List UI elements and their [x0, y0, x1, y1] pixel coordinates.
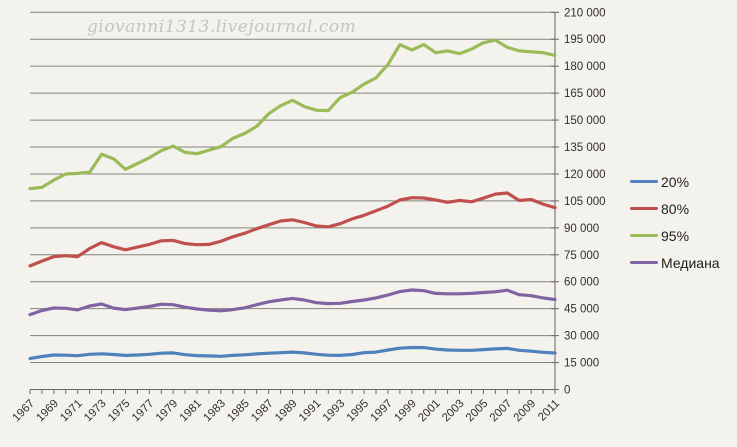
svg-text:2011: 2011 — [536, 398, 562, 424]
svg-text:1983: 1983 — [201, 398, 228, 425]
legend-swatch-median — [630, 261, 658, 264]
data-series-lines — [28, 38, 557, 360]
legend-swatch-95 — [630, 234, 658, 237]
legend-item-median: Медиана — [630, 249, 720, 276]
svg-text:1981: 1981 — [178, 398, 205, 425]
svg-text:210 000: 210 000 — [564, 7, 606, 19]
svg-text:105 000: 105 000 — [564, 196, 606, 208]
legend-label-20: 20% — [661, 173, 690, 190]
svg-text:1999: 1999 — [392, 398, 419, 425]
svg-text:45 000: 45 000 — [564, 304, 599, 316]
svg-text:1973: 1973 — [82, 398, 109, 425]
svg-text:75 000: 75 000 — [564, 250, 599, 262]
svg-text:1979: 1979 — [154, 398, 181, 425]
svg-text:15 000: 15 000 — [564, 358, 599, 370]
svg-text:2007: 2007 — [488, 398, 515, 425]
svg-text:120 000: 120 000 — [564, 169, 606, 181]
legend-item-20: 20% — [630, 168, 720, 195]
svg-text:180 000: 180 000 — [564, 61, 606, 73]
legend-swatch-80 — [630, 207, 658, 210]
svg-text:1977: 1977 — [130, 398, 157, 425]
legend: 20% 80% 95% Медиана — [630, 168, 720, 276]
svg-text:1987: 1987 — [249, 398, 276, 425]
svg-text:1989: 1989 — [273, 398, 300, 425]
svg-text:1995: 1995 — [345, 398, 372, 425]
svg-text:2003: 2003 — [440, 398, 467, 425]
svg-text:0: 0 — [564, 385, 570, 397]
legend-item-80: 80% — [630, 195, 720, 222]
svg-text:2009: 2009 — [512, 398, 539, 425]
svg-text:1991: 1991 — [297, 398, 324, 425]
svg-text:135 000: 135 000 — [564, 142, 606, 154]
svg-text:165 000: 165 000 — [564, 88, 606, 100]
y-axis-tick-labels: 0 15 000 30 000 45 000 60 000 75 000 90 000 105… — [564, 7, 606, 396]
svg-text:2005: 2005 — [464, 398, 491, 425]
svg-text:90 000: 90 000 — [564, 223, 599, 235]
legend-label-95: 95% — [661, 227, 690, 244]
legend-swatch-20 — [630, 180, 658, 183]
svg-text:1993: 1993 — [321, 398, 348, 425]
legend-item-95: 95% — [630, 222, 720, 249]
svg-text:30 000: 30 000 — [564, 331, 599, 343]
axes — [29, 11, 559, 394]
svg-text:150 000: 150 000 — [564, 115, 606, 127]
svg-text:195 000: 195 000 — [564, 34, 606, 46]
svg-text:1969: 1969 — [34, 398, 61, 425]
svg-text:2001: 2001 — [416, 398, 443, 425]
legend-label-80: 80% — [661, 200, 690, 217]
legend-label-median: Медиана — [661, 254, 720, 271]
svg-text:60 000: 60 000 — [564, 277, 599, 289]
svg-text:1975: 1975 — [106, 398, 133, 425]
svg-text:1967: 1967 — [11, 398, 38, 425]
svg-text:1997: 1997 — [368, 398, 395, 425]
gridlines — [30, 11, 555, 364]
svg-text:1985: 1985 — [225, 398, 252, 425]
x-axis-tick-labels: 1967196919711973197519771979198119831985… — [11, 398, 563, 425]
svg-text:1971: 1971 — [58, 398, 85, 425]
